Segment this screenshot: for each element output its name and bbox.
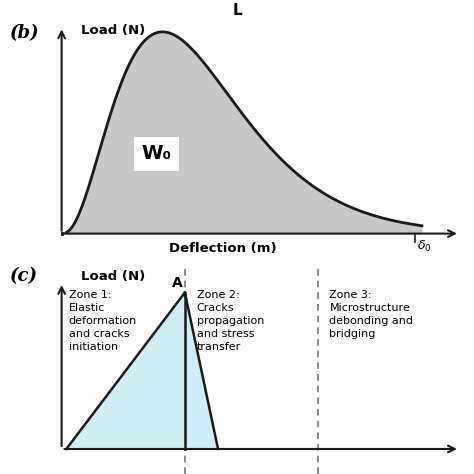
Text: Load (N): Load (N) [81, 270, 145, 283]
Polygon shape [62, 32, 422, 234]
Polygon shape [185, 292, 218, 449]
Text: (b): (b) [9, 24, 39, 42]
Text: Load (N): Load (N) [81, 24, 145, 37]
Text: Zone 2:
Cracks
propagation
and stress
transfer: Zone 2: Cracks propagation and stress tr… [197, 291, 264, 352]
Text: W₀: W₀ [141, 145, 172, 164]
Text: Zone 1:
Elastic
deformation
and cracks
initiation: Zone 1: Elastic deformation and cracks i… [69, 291, 137, 352]
Text: Deflection (m): Deflection (m) [169, 242, 277, 255]
Text: A: A [172, 276, 182, 291]
Text: $\delta_0$: $\delta_0$ [417, 239, 432, 254]
Polygon shape [66, 292, 185, 449]
Text: L: L [232, 3, 242, 18]
Text: Zone 3:
Microstructure
debonding and
bridging: Zone 3: Microstructure debonding and bri… [329, 291, 413, 339]
Text: (c): (c) [9, 267, 37, 285]
